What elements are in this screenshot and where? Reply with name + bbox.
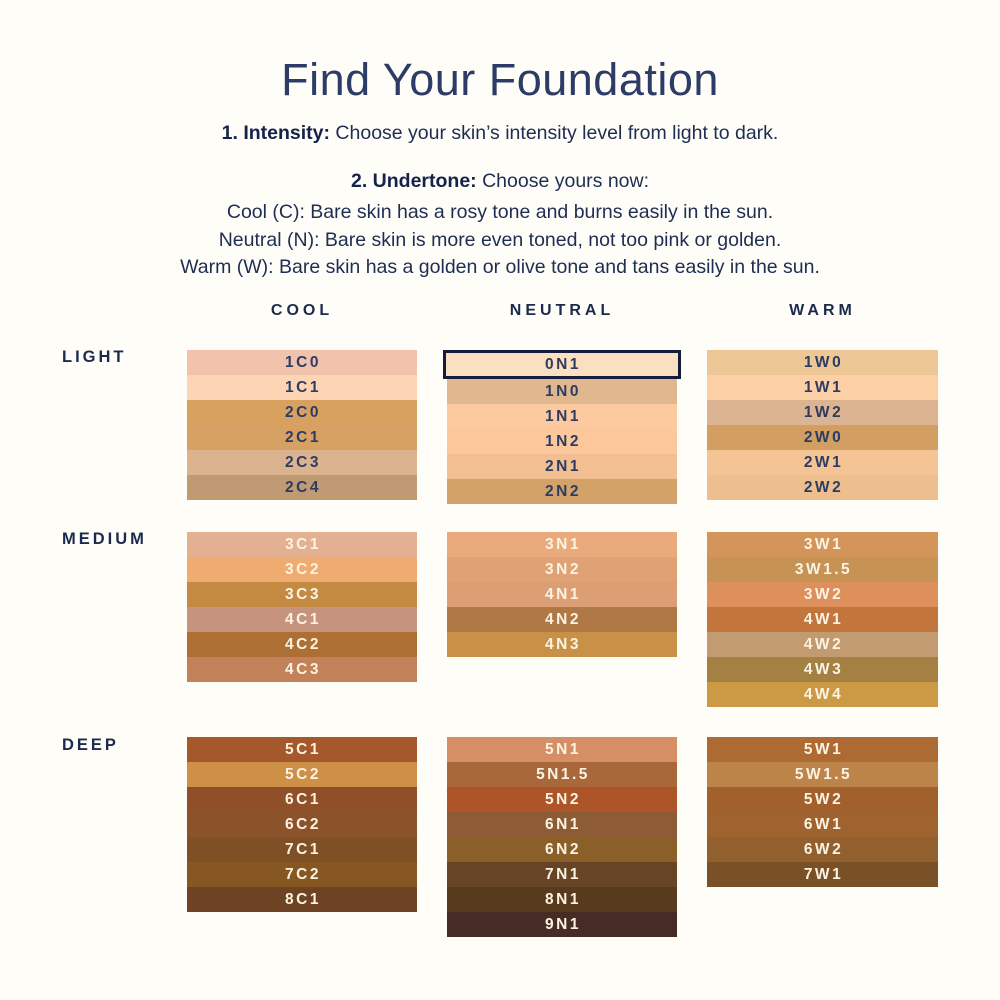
shade-swatch-5N1[interactable]: 5N1 xyxy=(447,737,677,762)
shade-swatch-1N1[interactable]: 1N1 xyxy=(447,404,677,429)
shade-swatch-5N2[interactable]: 5N2 xyxy=(447,787,677,812)
swatch-column-medium-neutral: 3N1 3N2 4N1 4N2 4N3 xyxy=(447,532,677,657)
shade-swatch-2C4[interactable]: 2C4 xyxy=(187,475,417,500)
shade-swatch-5N1.5[interactable]: 5N1.5 xyxy=(447,762,677,787)
shade-swatch-6W1[interactable]: 6W1 xyxy=(707,812,938,837)
shade-swatch-1C0[interactable]: 1C0 xyxy=(187,350,417,375)
swatch-column-medium-warm: 3W1 3W1.5 3W2 4W1 4W2 4W3 4W4 xyxy=(707,532,938,707)
step1-text: Choose your skin’s intensity level from … xyxy=(330,122,779,144)
step2-undertone-line: 2. Undertone: Choose yours now: xyxy=(0,170,1000,193)
shade-swatch-5W1.5[interactable]: 5W1.5 xyxy=(707,762,938,787)
shade-swatch-1W1[interactable]: 1W1 xyxy=(707,375,938,400)
shade-swatch-5W1[interactable]: 5W1 xyxy=(707,737,938,762)
shade-swatch-4W3[interactable]: 4W3 xyxy=(707,657,938,682)
swatch-column-light-cool: 1C0 1C1 2C0 2C1 2C3 2C4 xyxy=(187,350,417,500)
swatch-column-deep-cool: 5C1 5C2 6C1 6C2 7C1 7C2 8C1 xyxy=(187,737,417,912)
shade-swatch-4W2[interactable]: 4W2 xyxy=(707,632,938,657)
shade-swatch-3W2[interactable]: 3W2 xyxy=(707,582,938,607)
shade-swatch-2W1[interactable]: 2W1 xyxy=(707,450,938,475)
shade-swatch-3C1[interactable]: 3C1 xyxy=(187,532,417,557)
shade-swatch-2N2[interactable]: 2N2 xyxy=(447,479,677,504)
shade-swatch-2N1[interactable]: 2N1 xyxy=(447,454,677,479)
column-header-cool: COOL xyxy=(270,302,334,319)
step1-intensity-line: 1. Intensity: Choose your skin’s intensi… xyxy=(0,122,1000,145)
shade-swatch-7C1[interactable]: 7C1 xyxy=(187,837,417,862)
shade-swatch-2C3[interactable]: 2C3 xyxy=(187,450,417,475)
shade-swatch-1N0[interactable]: 1N0 xyxy=(447,379,677,404)
column-header-neutral: NEUTRAL xyxy=(509,302,615,319)
shade-swatch-4W1[interactable]: 4W1 xyxy=(707,607,938,632)
swatch-column-light-warm: 1W0 1W1 1W2 2W0 2W1 2W2 xyxy=(707,350,938,500)
shade-swatch-4C2[interactable]: 4C2 xyxy=(187,632,417,657)
shade-swatch-1W0[interactable]: 1W0 xyxy=(707,350,938,375)
shade-swatch-8C1[interactable]: 8C1 xyxy=(187,887,417,912)
shade-swatch-2C0[interactable]: 2C0 xyxy=(187,400,417,425)
shade-swatch-4C3[interactable]: 4C3 xyxy=(187,657,417,682)
undertone-warm-description: Warm (W): Bare skin has a golden or oliv… xyxy=(180,256,820,278)
shade-swatch-6C2[interactable]: 6C2 xyxy=(187,812,417,837)
shade-swatch-6C1[interactable]: 6C1 xyxy=(187,787,417,812)
undertone-descriptions: Cool (C): Bare skin has a rosy tone and … xyxy=(0,199,1000,282)
shade-swatch-2W2[interactable]: 2W2 xyxy=(707,475,938,500)
step2-label: 2. Undertone: xyxy=(350,170,477,192)
group-label-deep: DEEP xyxy=(62,736,119,754)
swatch-column-medium-cool: 3C1 3C2 3C3 4C1 4C2 4C3 xyxy=(187,532,417,682)
swatch-column-light-neutral: 0N1 1N0 1N1 1N2 2N1 2N2 xyxy=(443,350,681,504)
shade-swatch-1N2[interactable]: 1N2 xyxy=(447,429,677,454)
shade-swatch-9N1[interactable]: 9N1 xyxy=(447,912,677,937)
shade-swatch-7C2[interactable]: 7C2 xyxy=(187,862,417,887)
shade-swatch-3N2[interactable]: 3N2 xyxy=(447,557,677,582)
shade-swatch-2C1[interactable]: 2C1 xyxy=(187,425,417,450)
shade-swatch-4N1[interactable]: 4N1 xyxy=(447,582,677,607)
column-header-warm: WARM xyxy=(789,302,856,319)
shade-swatch-0N1[interactable]: 0N1 xyxy=(443,350,681,379)
swatch-column-deep-neutral: 5N1 5N1.5 5N2 6N1 6N2 7N1 8N1 9N1 xyxy=(447,737,677,937)
shade-swatch-4C1[interactable]: 4C1 xyxy=(187,607,417,632)
shade-swatch-5C2[interactable]: 5C2 xyxy=(187,762,417,787)
shade-swatch-6N1[interactable]: 6N1 xyxy=(447,812,677,837)
undertone-cool-description: Cool (C): Bare skin has a rosy tone and … xyxy=(226,201,774,223)
shade-swatch-3C2[interactable]: 3C2 xyxy=(187,557,417,582)
shade-swatch-3W1.5[interactable]: 3W1.5 xyxy=(707,557,938,582)
shade-swatch-5C1[interactable]: 5C1 xyxy=(187,737,417,762)
group-label-light: LIGHT xyxy=(62,348,127,366)
group-label-medium: MEDIUM xyxy=(62,530,147,548)
shade-swatch-6N2[interactable]: 6N2 xyxy=(447,837,677,862)
shade-swatch-7N1[interactable]: 7N1 xyxy=(447,862,677,887)
shade-swatch-4N3[interactable]: 4N3 xyxy=(447,632,677,657)
swatch-column-deep-warm: 5W1 5W1.5 5W2 6W1 6W2 7W1 xyxy=(707,737,938,887)
shade-swatch-4N2[interactable]: 4N2 xyxy=(447,607,677,632)
shade-swatch-3N1[interactable]: 3N1 xyxy=(447,532,677,557)
shade-swatch-1W2[interactable]: 1W2 xyxy=(707,400,938,425)
step1-label: 1. Intensity: xyxy=(221,122,330,144)
shade-swatch-4W4[interactable]: 4W4 xyxy=(707,682,938,707)
step2-text: Choose yours now: xyxy=(476,170,650,192)
shade-swatch-3C3[interactable]: 3C3 xyxy=(187,582,417,607)
shade-swatch-3W1[interactable]: 3W1 xyxy=(707,532,938,557)
undertone-neutral-description: Neutral (N): Bare skin is more even tone… xyxy=(218,228,782,251)
shade-swatch-2W0[interactable]: 2W0 xyxy=(707,425,938,450)
shade-swatch-1C1[interactable]: 1C1 xyxy=(187,375,417,400)
shade-swatch-5W2[interactable]: 5W2 xyxy=(707,787,938,812)
shade-swatch-8N1[interactable]: 8N1 xyxy=(447,887,677,912)
shade-swatch-7W1[interactable]: 7W1 xyxy=(707,862,938,887)
shade-swatch-6W2[interactable]: 6W2 xyxy=(707,837,938,862)
page-title: Find Your Foundation xyxy=(281,54,719,105)
